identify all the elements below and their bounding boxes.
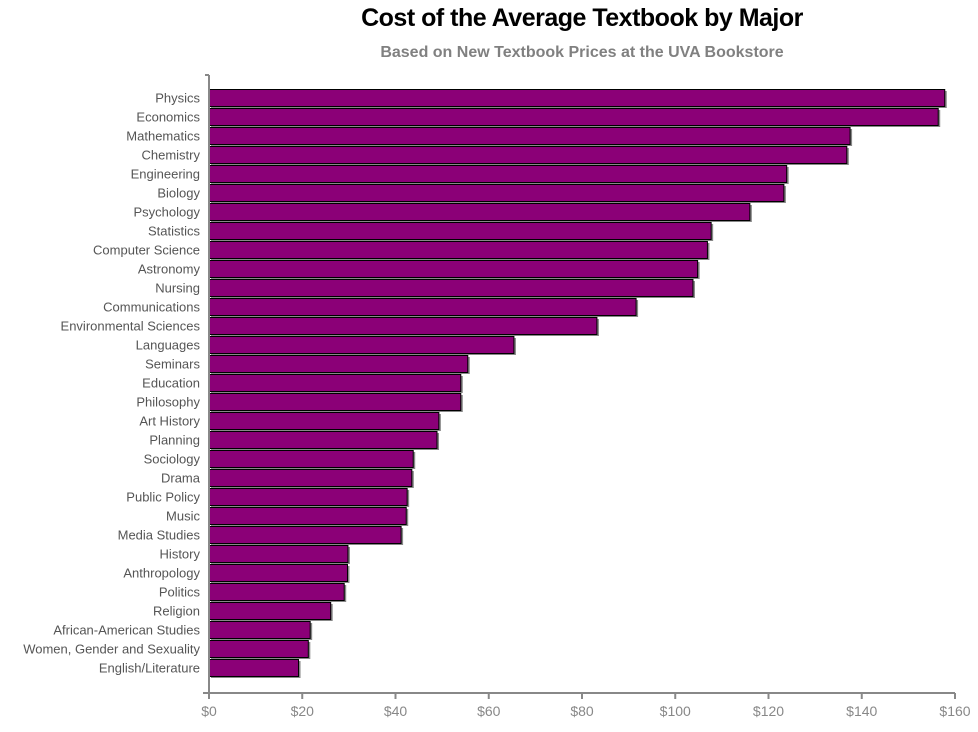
bar [208,507,407,525]
category-label: Music [166,509,200,524]
category-label: Engineering [131,167,200,182]
bar [208,564,348,582]
category-label: Art History [139,414,200,429]
x-tick-label: $160 [939,703,970,719]
x-tick-label: $140 [846,703,877,719]
x-tick-label: $40 [384,703,408,719]
bar [208,165,788,183]
category-label: Economics [136,110,200,125]
category-label: Anthropology [123,566,200,581]
category-label: History [160,547,201,562]
category-label: African-American Studies [53,623,200,638]
bar [208,640,309,658]
category-label: Religion [153,604,200,619]
bar [208,355,469,373]
category-label: Sociology [144,452,201,467]
bar [208,146,848,164]
bar [208,184,785,202]
category-label: Physics [155,91,200,106]
bar [208,317,598,335]
category-label: Psychology [134,205,201,220]
category-label: Education [142,376,200,391]
category-label: Astronomy [138,262,201,277]
x-tick-label: $80 [570,703,594,719]
x-tick-label: $20 [291,703,315,719]
category-label: Environmental Sciences [61,319,201,334]
bar [208,241,708,259]
bar [208,336,515,354]
category-label: Chemistry [141,148,200,163]
category-label: Mathematics [126,129,200,144]
bar [208,602,332,620]
bar [208,203,751,221]
x-tick-label: $120 [753,703,784,719]
category-label: Media Studies [118,528,201,543]
category-label: Politics [159,585,201,600]
bar [208,526,402,544]
category-label: Biology [157,186,200,201]
x-tick-label: $60 [477,703,501,719]
bar [208,545,349,563]
chart-subtitle: Based on New Textbook Prices at the UVA … [380,44,784,61]
category-label: Women, Gender and Sexuality [23,642,200,657]
category-label: Public Policy [126,490,200,505]
category-label: Drama [161,471,201,486]
bar [208,374,462,392]
bar [208,260,699,278]
category-label: Computer Science [93,243,200,258]
category-label: Seminars [145,357,200,372]
category-label: English/Literature [99,661,200,676]
bar [208,488,408,506]
bar [208,279,694,297]
category-label: Communications [103,300,200,315]
bar [208,108,939,126]
bar [208,621,311,639]
category-label: Statistics [148,224,201,239]
bar [208,583,345,601]
bar [208,298,637,316]
bar [208,659,300,677]
category-label: Nursing [155,281,200,296]
category-label: Philosophy [136,395,200,410]
x-tick-label: $100 [660,703,691,719]
chart-title: Cost of the Average Textbook by Major [361,4,803,32]
category-label: Languages [136,338,201,353]
bar [208,450,414,468]
x-tick-label: $0 [201,703,217,719]
bar [208,89,946,107]
category-label: Planning [149,433,200,448]
bar [208,393,462,411]
bar [208,469,413,487]
bar [208,222,712,240]
bar [208,431,438,449]
bar [208,412,440,430]
bar [208,127,851,145]
